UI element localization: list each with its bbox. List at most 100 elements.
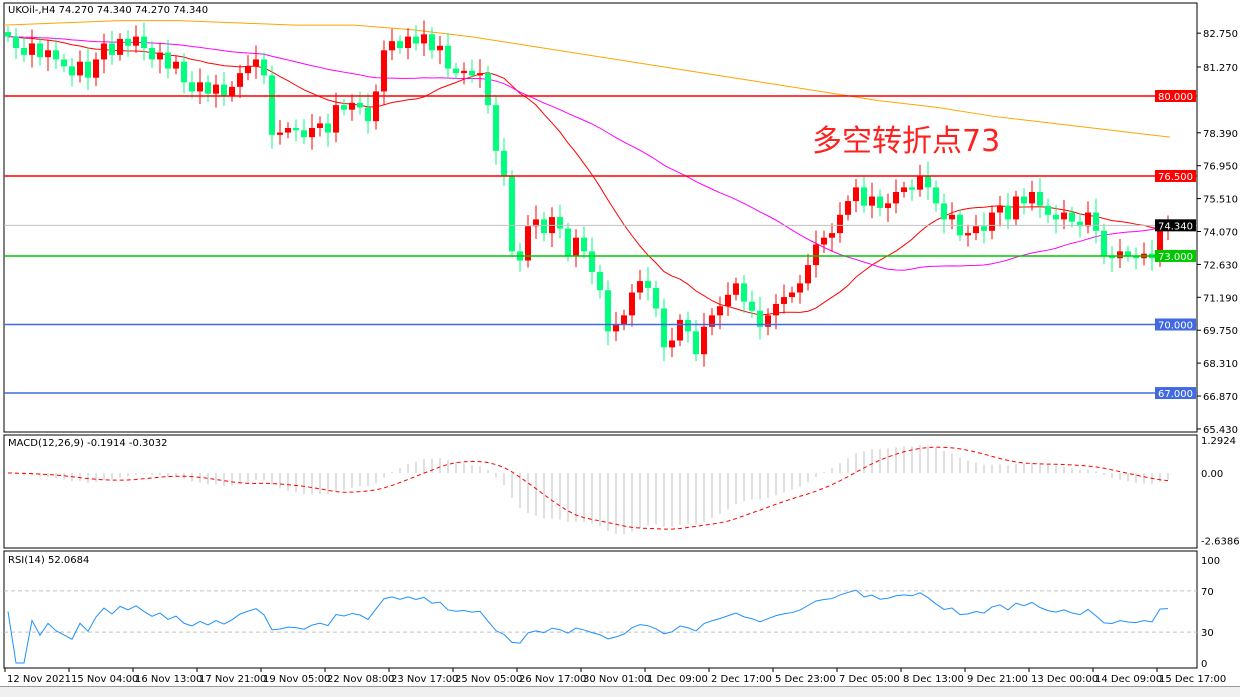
candle-body bbox=[389, 41, 395, 51]
candle-body bbox=[261, 59, 267, 76]
x-tick-label: 8 Dec 13:00 bbox=[903, 674, 964, 685]
y-tick-label: 78.390 bbox=[1203, 129, 1238, 140]
candle-body bbox=[485, 73, 491, 106]
candle-body bbox=[213, 84, 219, 94]
x-tick-label: 22 Nov 08:00 bbox=[327, 674, 394, 685]
level-label: 76.500 bbox=[1158, 172, 1193, 183]
candle-body bbox=[813, 244, 819, 266]
candle-body bbox=[677, 319, 683, 341]
macd-tick-label: 0.00 bbox=[1201, 469, 1223, 480]
x-tick-label: 13 Dec 00:00 bbox=[1031, 674, 1098, 685]
x-tick-label: 19 Nov 05:00 bbox=[263, 674, 330, 685]
level-label: 74.340 bbox=[1158, 221, 1193, 232]
candle-body bbox=[453, 68, 459, 74]
level-badge bbox=[1155, 318, 1196, 331]
candle-body bbox=[989, 212, 995, 231]
y-tick-label: 74.070 bbox=[1203, 228, 1238, 239]
candle-body bbox=[1101, 230, 1107, 256]
candle-body bbox=[1021, 196, 1027, 204]
candle-body bbox=[621, 315, 627, 325]
y-tick-label: 76.950 bbox=[1203, 162, 1238, 173]
candle-body bbox=[1133, 255, 1139, 259]
candle-body bbox=[629, 292, 635, 316]
rsi-label: RSI(14) 52.0684 bbox=[8, 555, 90, 566]
long-ma-line bbox=[3, 20, 1171, 138]
candle-body bbox=[1085, 212, 1091, 227]
candle-body bbox=[69, 66, 75, 76]
candle-body bbox=[373, 91, 379, 122]
candle-body bbox=[757, 310, 763, 327]
candle-body bbox=[397, 41, 403, 49]
macd-label: MACD(12,26,9) -0.1914 -0.3032 bbox=[8, 438, 168, 449]
candle-body bbox=[349, 102, 355, 110]
candle-body bbox=[77, 61, 83, 76]
candle-body bbox=[293, 127, 299, 131]
candle-body bbox=[845, 201, 851, 215]
candle-body bbox=[133, 36, 139, 46]
candle-body bbox=[1077, 221, 1083, 227]
candle-body bbox=[645, 281, 651, 288]
level-badge bbox=[1155, 249, 1196, 262]
candle-body bbox=[573, 237, 579, 256]
candle-body bbox=[941, 203, 947, 220]
candle-body bbox=[797, 283, 803, 293]
candle-body bbox=[533, 219, 539, 227]
candle-body bbox=[541, 219, 547, 234]
candle-body bbox=[1109, 255, 1115, 259]
candle-body bbox=[501, 150, 507, 176]
rsi-tick-label: 100 bbox=[1201, 556, 1220, 567]
x-tick-label: 5 Dec 23:00 bbox=[775, 674, 836, 685]
candle-body bbox=[821, 237, 827, 245]
candle-body bbox=[437, 45, 443, 51]
candle-body bbox=[965, 233, 971, 236]
candle-body bbox=[861, 187, 867, 206]
candle-body bbox=[597, 271, 603, 291]
candle-body bbox=[125, 38, 131, 46]
candle-body bbox=[237, 73, 243, 87]
candle-body bbox=[901, 187, 907, 192]
candle-body bbox=[1029, 191, 1035, 204]
candle-body bbox=[1157, 226, 1163, 259]
candle-body bbox=[469, 70, 475, 76]
candle-body bbox=[413, 36, 419, 44]
candle-body bbox=[365, 107, 371, 122]
candle-body bbox=[509, 175, 515, 252]
level-label: 67.000 bbox=[1158, 389, 1193, 400]
x-tick-label: 9 Dec 21:00 bbox=[967, 674, 1028, 685]
y-tick-label: 69.750 bbox=[1203, 326, 1238, 337]
candle-body bbox=[1005, 205, 1011, 220]
candle-body bbox=[53, 50, 59, 60]
candle-body bbox=[701, 326, 707, 355]
candle-body bbox=[765, 315, 771, 327]
candle-body bbox=[885, 203, 891, 208]
candle-body bbox=[405, 36, 411, 49]
candle-body bbox=[341, 105, 347, 110]
annotation-text: 多空转折点73 bbox=[812, 124, 1001, 159]
candle-body bbox=[669, 340, 675, 348]
candle-body bbox=[149, 48, 155, 60]
candle-body bbox=[21, 48, 27, 55]
bottom-tab-bar[interactable] bbox=[0, 686, 1240, 697]
candle-body bbox=[357, 102, 363, 108]
candle-body bbox=[741, 283, 747, 302]
macd-signal-line bbox=[7, 446, 1169, 530]
candle-body bbox=[445, 45, 451, 69]
candle-body bbox=[685, 319, 691, 332]
candle-body bbox=[285, 127, 291, 133]
candle-body bbox=[837, 214, 843, 234]
candle-body bbox=[317, 123, 323, 128]
candle-body bbox=[1013, 196, 1019, 220]
candle-body bbox=[165, 52, 171, 69]
candle-body bbox=[973, 226, 979, 234]
candle-body bbox=[909, 187, 915, 190]
x-tick-label: 15 Nov 04:00 bbox=[71, 674, 138, 685]
candle-body bbox=[93, 59, 99, 78]
candle-body bbox=[925, 175, 931, 188]
candle-body bbox=[109, 43, 115, 55]
level-badge bbox=[1155, 169, 1196, 182]
candle-body bbox=[173, 61, 179, 69]
candle-body bbox=[1037, 191, 1043, 206]
candle-body bbox=[781, 297, 787, 304]
candle-body bbox=[197, 82, 203, 92]
